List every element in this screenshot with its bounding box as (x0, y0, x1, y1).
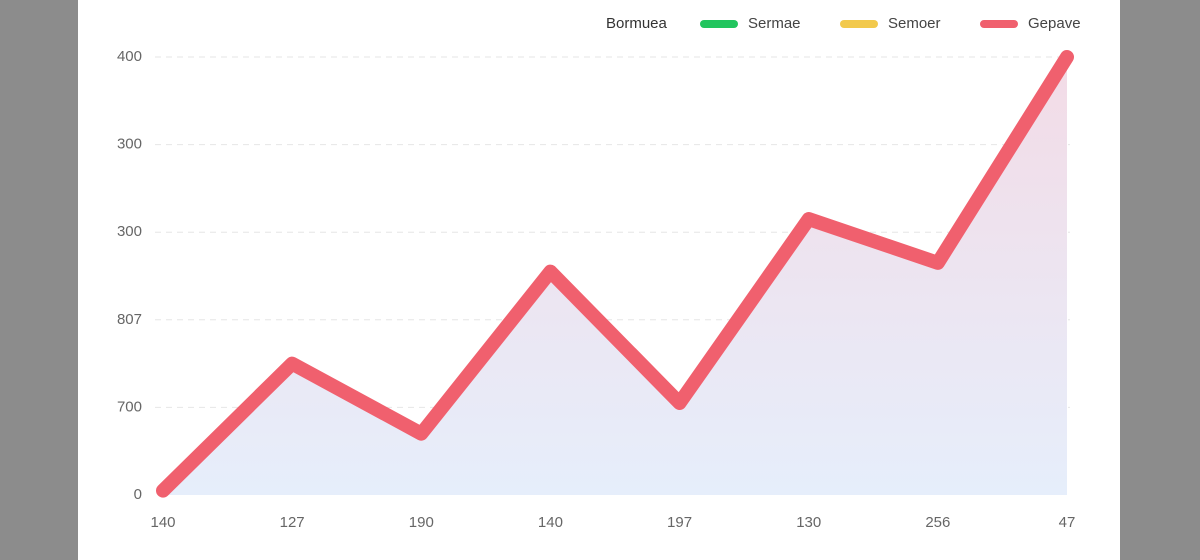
y-tick-label: 300 (117, 136, 142, 153)
y-tick-label: 0 (134, 486, 142, 503)
legend-swatch (840, 20, 878, 28)
x-tick-label: 140 (150, 514, 175, 531)
legend-title: Bormuea (606, 15, 668, 32)
y-tick-label: 400 (117, 48, 142, 65)
x-tick-label: 256 (925, 514, 950, 531)
x-tick-label: 47 (1059, 514, 1076, 531)
legend-swatch (700, 20, 738, 28)
x-tick-label: 190 (409, 514, 434, 531)
y-tick-label: 807 (117, 311, 142, 328)
x-tick-label: 127 (280, 514, 305, 531)
area (163, 57, 1067, 495)
line (156, 50, 1074, 498)
legend-swatch (980, 20, 1018, 28)
legend-label: Semoer (888, 15, 941, 32)
x-tick-label: 130 (796, 514, 821, 531)
y-tick-label: 700 (117, 398, 142, 415)
x-tick-label: 140 (538, 514, 563, 531)
legend-label: Sermae (748, 15, 801, 32)
x-tick-label: 197 (667, 514, 692, 531)
legend-label: Gepave (1028, 15, 1081, 32)
y-tick-label: 300 (117, 223, 142, 240)
